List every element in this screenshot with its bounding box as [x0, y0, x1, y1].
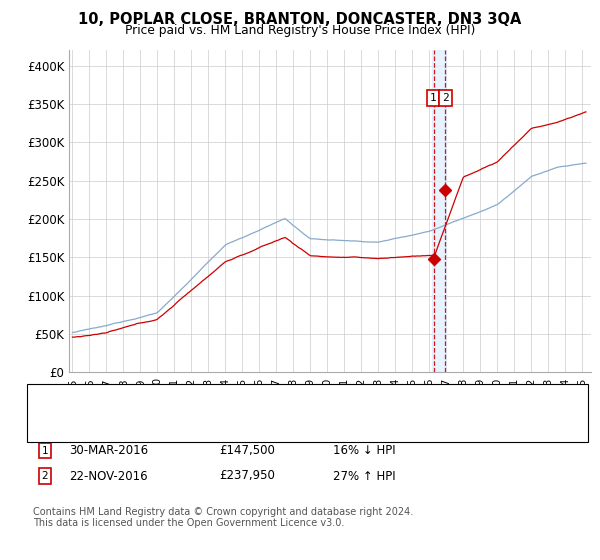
Text: 2: 2	[41, 471, 49, 481]
Text: £237,950: £237,950	[219, 469, 275, 483]
Bar	[432, 50, 446, 372]
Text: 1: 1	[41, 446, 49, 456]
Text: HPI: Average price, detached house, Doncaster: HPI: Average price, detached house, Donc…	[72, 416, 330, 426]
Text: 22-NOV-2016: 22-NOV-2016	[69, 469, 148, 483]
Text: 10, POPLAR CLOSE, BRANTON, DONCASTER, DN3 3QA (detached house): 10, POPLAR CLOSE, BRANTON, DONCASTER, DN…	[72, 396, 468, 407]
Text: ——: ——	[42, 395, 57, 408]
Text: 30-MAR-2016: 30-MAR-2016	[69, 444, 148, 458]
Text: Price paid vs. HM Land Registry's House Price Index (HPI): Price paid vs. HM Land Registry's House …	[125, 24, 475, 36]
Text: 2: 2	[442, 93, 449, 103]
Text: 16% ↓ HPI: 16% ↓ HPI	[333, 444, 395, 458]
Text: 27% ↑ HPI: 27% ↑ HPI	[333, 469, 395, 483]
Text: £147,500: £147,500	[219, 444, 275, 458]
Text: 10, POPLAR CLOSE, BRANTON, DONCASTER, DN3 3QA: 10, POPLAR CLOSE, BRANTON, DONCASTER, DN…	[79, 12, 521, 27]
Text: Contains HM Land Registry data © Crown copyright and database right 2024.
This d: Contains HM Land Registry data © Crown c…	[33, 507, 413, 529]
Text: ——: ——	[42, 414, 57, 428]
Text: 1: 1	[430, 93, 436, 103]
